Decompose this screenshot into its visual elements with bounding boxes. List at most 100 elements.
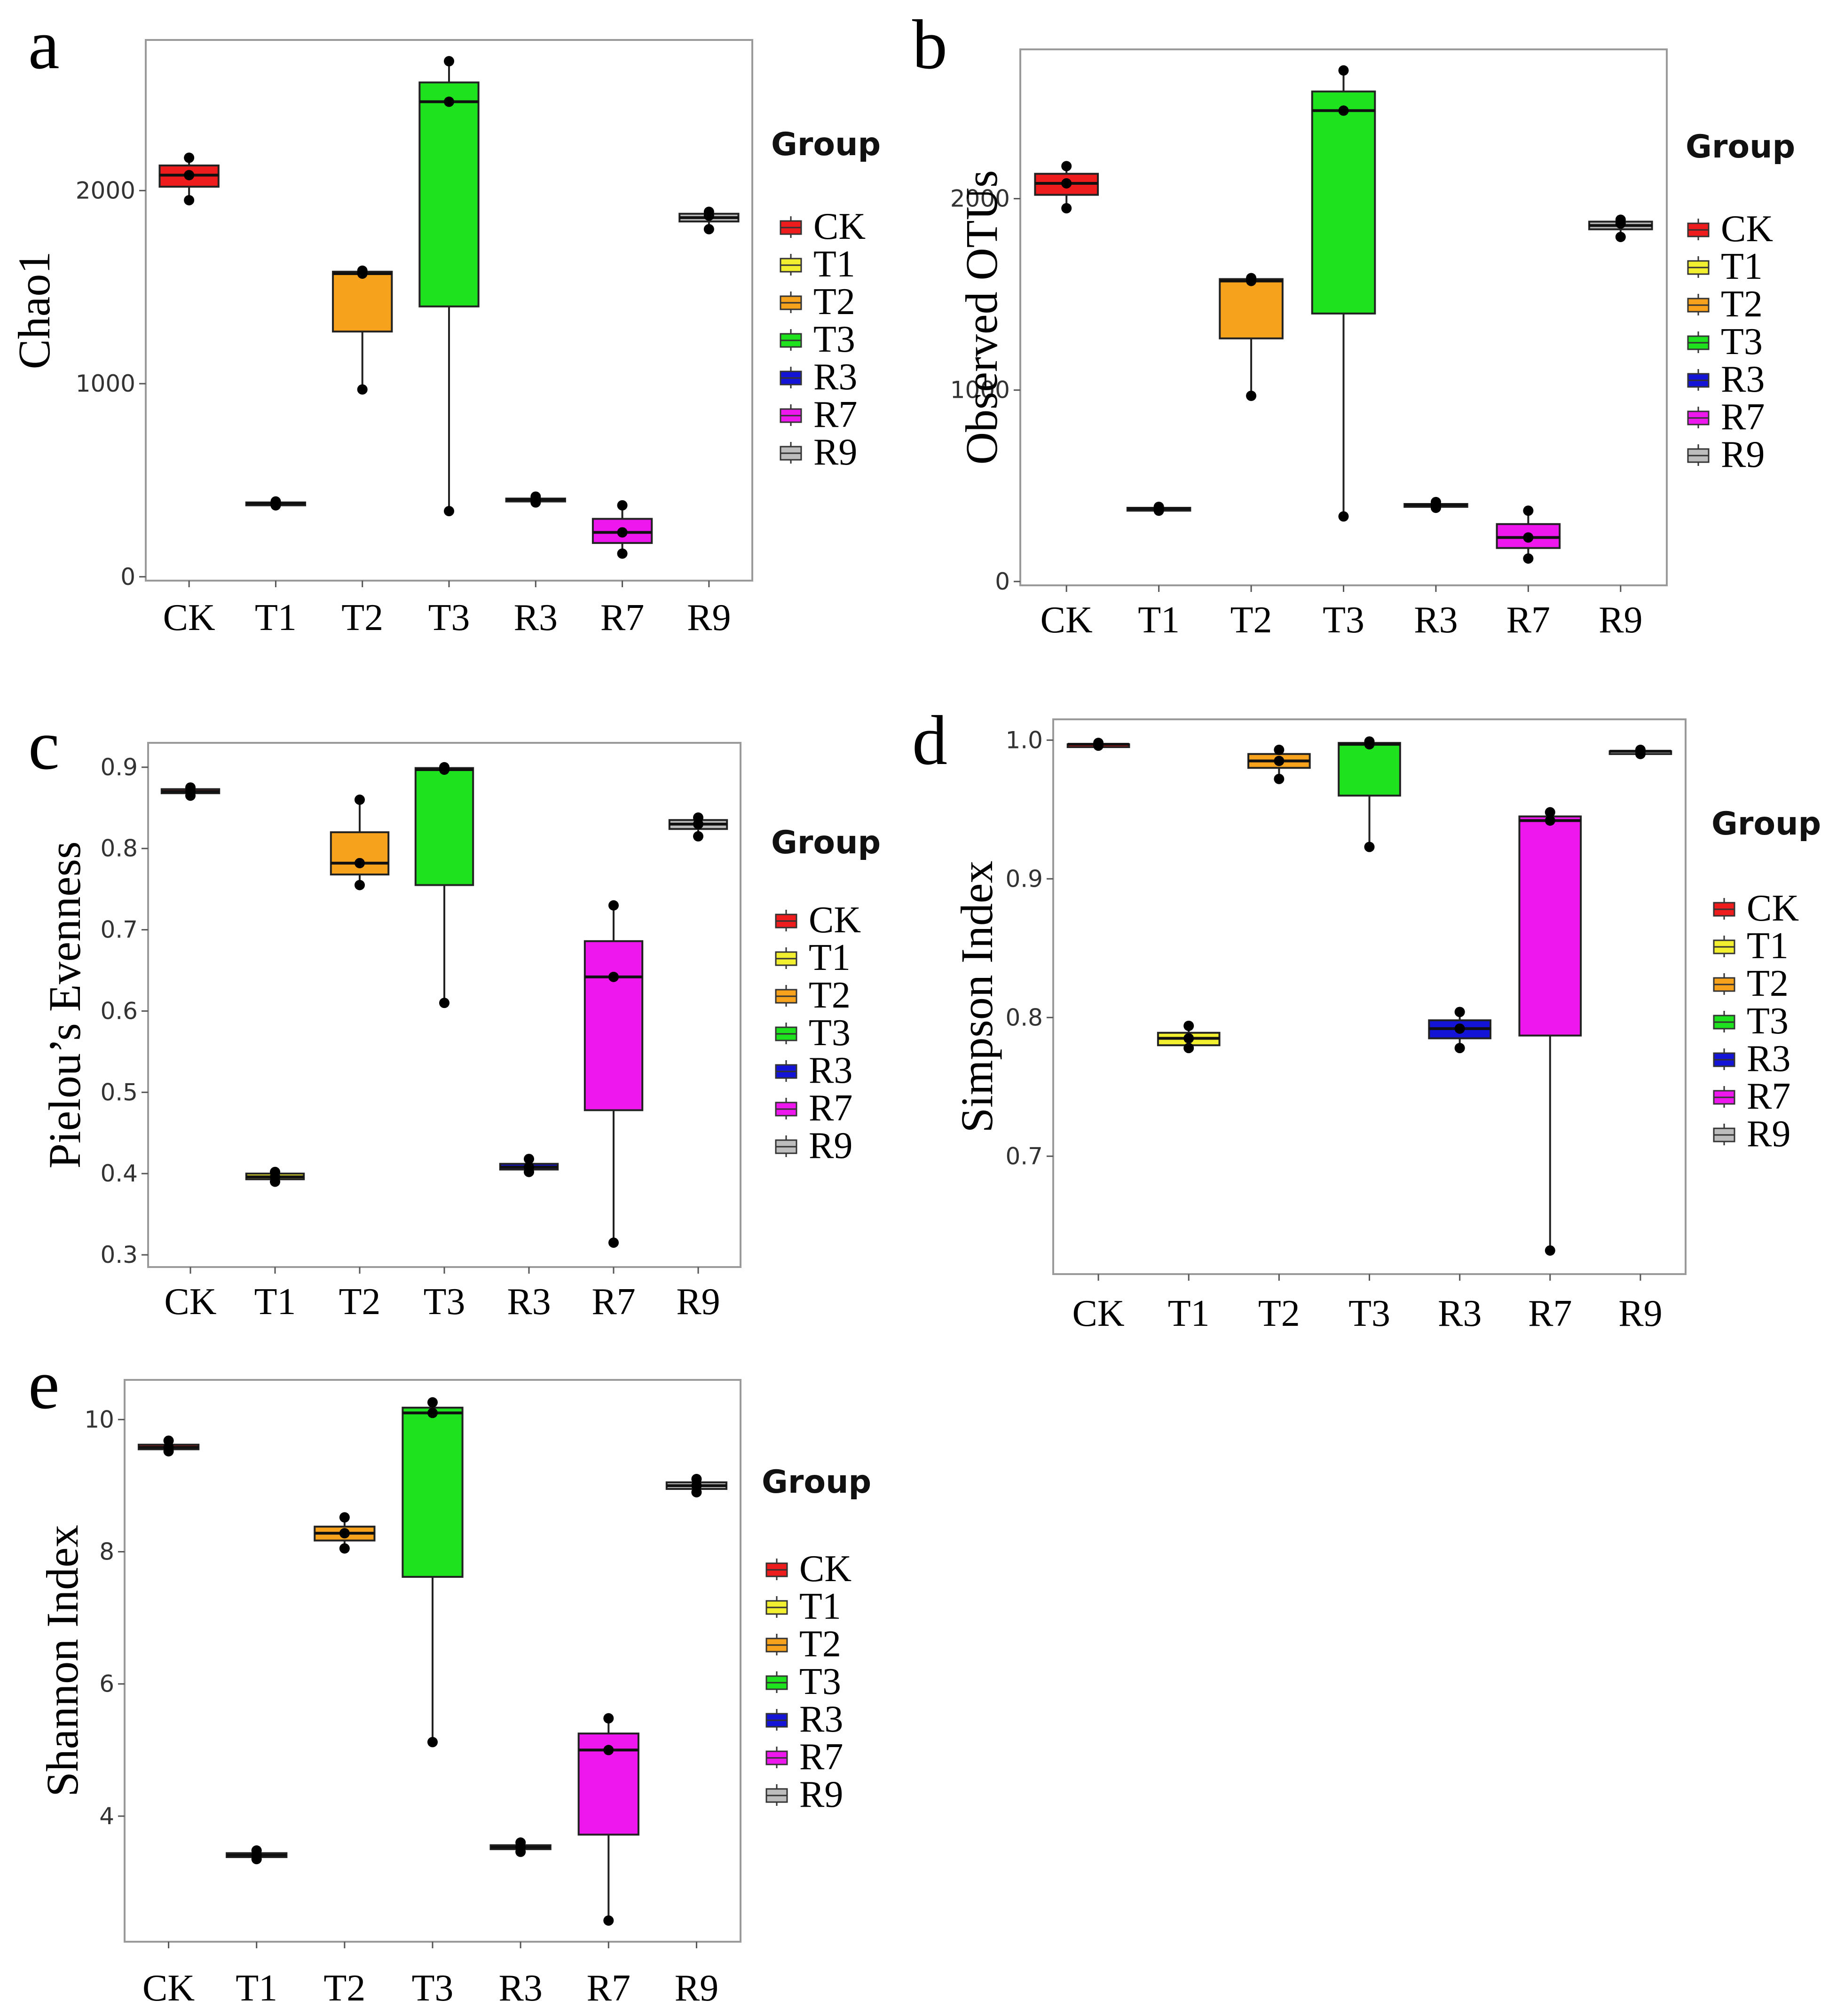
y-axis-label: Chao1 — [9, 252, 59, 370]
legend-item-R7: R7 — [1713, 1076, 1790, 1117]
box-body — [402, 1407, 464, 1578]
data-point — [184, 195, 195, 205]
x-tick-label: R9 — [1599, 599, 1642, 641]
data-point — [1364, 842, 1375, 852]
data-point — [185, 782, 196, 793]
box-R7 — [1496, 505, 1561, 564]
y-axis-label: Pielou’s Evenness — [39, 842, 90, 1169]
data-point — [1545, 807, 1555, 818]
legend-item-T2: T2 — [1713, 963, 1789, 1004]
y-tick-label: 2000 — [950, 185, 1010, 213]
box-body — [414, 767, 474, 886]
x-tick-label: T1 — [1168, 1293, 1210, 1334]
x-tick-label: R7 — [1506, 599, 1550, 641]
box-CK — [137, 1435, 200, 1457]
x-tick-label: T1 — [1138, 599, 1180, 641]
box-T1 — [1126, 502, 1191, 516]
box-R7 — [1518, 807, 1582, 1256]
x-tick-label: T3 — [1323, 599, 1364, 641]
y-tick-label: 8 — [99, 1538, 114, 1566]
data-point — [1454, 1007, 1465, 1017]
legend-label: CK — [1747, 888, 1799, 929]
legend-label: T2 — [1721, 284, 1763, 325]
box-T2 — [1219, 273, 1284, 401]
y-tick-label: 0.7 — [1005, 1142, 1043, 1170]
data-point — [703, 206, 714, 217]
x-tick-label: R9 — [687, 597, 731, 638]
box-CK — [1066, 738, 1130, 751]
legend-item-T2: T2 — [775, 975, 851, 1016]
data-point — [427, 1397, 438, 1408]
data-point — [1523, 532, 1534, 543]
x-tick-label: CK — [1041, 599, 1093, 641]
legend-label: T1 — [799, 1586, 841, 1627]
data-point — [427, 1408, 438, 1418]
box-R7 — [577, 1713, 639, 1926]
legend-label: T1 — [809, 937, 851, 978]
box-T1 — [226, 1845, 288, 1865]
y-tick-label: 1000 — [950, 377, 1010, 404]
box-R3 — [499, 1154, 559, 1177]
box-T3 — [418, 56, 480, 517]
legend-label: R3 — [1747, 1038, 1790, 1079]
y-tick-label: 4 — [99, 1803, 114, 1830]
panel-letter: a — [28, 6, 60, 84]
y-tick-label: 0.6 — [100, 997, 138, 1024]
legend-item-R9: R9 — [1713, 1113, 1790, 1155]
y-tick-label: 2000 — [76, 177, 135, 204]
x-tick-label: T1 — [236, 1968, 277, 2009]
box-R3 — [1403, 496, 1468, 513]
data-point — [1523, 505, 1534, 516]
box-R9 — [1608, 744, 1672, 759]
box-R7 — [583, 900, 644, 1248]
x-tick-label: T2 — [1230, 599, 1272, 641]
x-tick-label: T3 — [1348, 1293, 1390, 1334]
data-point — [1183, 1043, 1194, 1054]
data-point — [184, 152, 195, 163]
panel-letter: e — [28, 1346, 60, 1424]
legend-label: T1 — [1747, 925, 1789, 967]
legend-item-T2: T2 — [780, 281, 855, 323]
legend-title: Group — [762, 1464, 871, 1501]
box-R9 — [668, 812, 728, 842]
legend-label: T3 — [809, 1012, 851, 1054]
x-tick-label: R3 — [1414, 599, 1458, 641]
box-T2 — [330, 795, 390, 890]
x-tick-label: T1 — [255, 597, 297, 638]
legend-item-T3: T3 — [765, 1661, 841, 1702]
data-point — [1454, 1023, 1465, 1034]
legend-item-CK: CK — [1713, 888, 1799, 929]
x-tick-label: R9 — [676, 1281, 720, 1323]
data-point — [355, 795, 365, 805]
legend-item-T3: T3 — [780, 319, 855, 360]
data-point — [524, 1154, 534, 1165]
legend-label: R3 — [813, 356, 857, 398]
box-R3 — [505, 491, 566, 508]
legend-label: R7 — [1747, 1076, 1790, 1117]
x-tick-label: R7 — [587, 1968, 631, 2009]
legend-item-T1: T1 — [780, 244, 855, 285]
data-point — [1635, 744, 1646, 755]
data-point — [1183, 1020, 1194, 1031]
y-axis-label: Shannon Index — [37, 1525, 87, 1797]
data-point — [184, 170, 195, 181]
y-tick-label: 0.4 — [100, 1160, 138, 1187]
data-point — [1545, 1245, 1555, 1256]
data-point — [339, 1512, 350, 1523]
legend-item-CK: CK — [780, 206, 866, 247]
legend-label: CK — [809, 899, 861, 941]
x-tick-label: R7 — [600, 597, 644, 638]
legend-label: T2 — [809, 975, 851, 1016]
y-tick-label: 0.8 — [1005, 1004, 1043, 1031]
data-point — [617, 548, 628, 559]
x-tick-label: R7 — [591, 1281, 635, 1323]
data-point — [1093, 738, 1104, 748]
box-body — [1219, 278, 1284, 339]
legend-item-T3: T3 — [1687, 321, 1763, 362]
legend-item-CK: CK — [775, 899, 861, 941]
